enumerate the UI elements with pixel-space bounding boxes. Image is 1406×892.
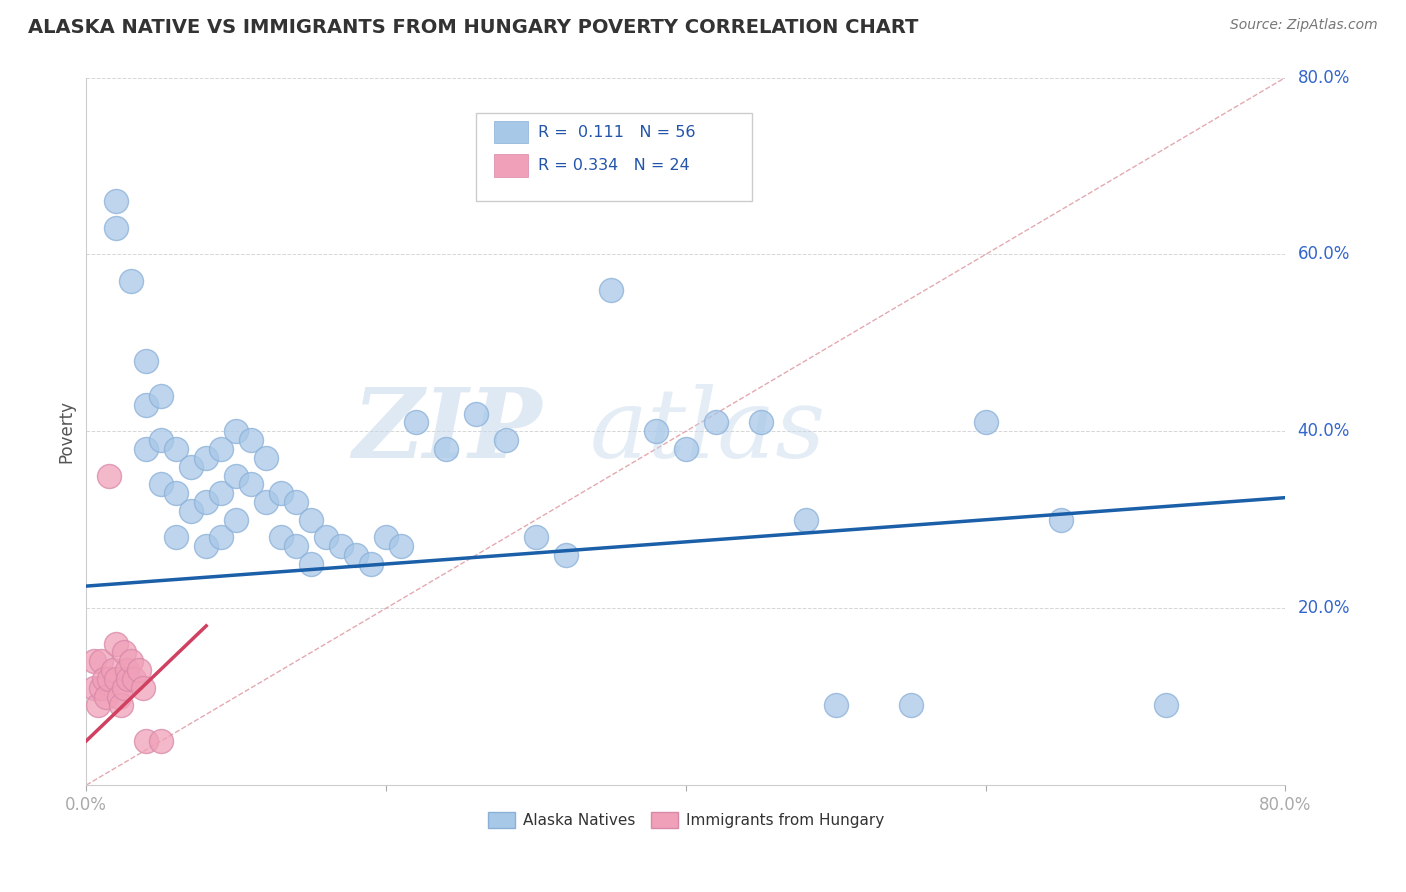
Bar — [494, 120, 527, 144]
Point — [122, 672, 145, 686]
Point — [110, 698, 132, 713]
Point — [299, 513, 322, 527]
Text: 20.0%: 20.0% — [1298, 599, 1350, 617]
Point — [974, 416, 997, 430]
Point — [150, 477, 173, 491]
Text: R =  0.111   N = 56: R = 0.111 N = 56 — [538, 125, 696, 139]
Point — [83, 681, 105, 695]
Point — [330, 539, 353, 553]
Point — [117, 672, 139, 686]
Point — [270, 531, 292, 545]
Point — [97, 468, 120, 483]
Text: Source: ZipAtlas.com: Source: ZipAtlas.com — [1230, 18, 1378, 32]
Point — [465, 407, 488, 421]
Bar — [494, 154, 527, 177]
Point — [375, 531, 398, 545]
Point — [254, 450, 277, 465]
Point — [389, 539, 412, 553]
Point — [150, 389, 173, 403]
Text: ZIP: ZIP — [353, 384, 541, 478]
Point — [128, 663, 150, 677]
Point — [225, 468, 247, 483]
Point — [165, 531, 187, 545]
Point — [90, 681, 112, 695]
Point — [254, 495, 277, 509]
Point — [87, 698, 110, 713]
Point — [285, 495, 308, 509]
Point — [90, 654, 112, 668]
Point — [299, 557, 322, 571]
Point — [195, 495, 218, 509]
Point — [135, 353, 157, 368]
Point — [103, 663, 125, 677]
Point — [132, 681, 155, 695]
Y-axis label: Poverty: Poverty — [58, 400, 75, 463]
Point — [115, 663, 138, 677]
Point — [285, 539, 308, 553]
Point — [135, 442, 157, 456]
Point — [195, 450, 218, 465]
Point — [105, 672, 128, 686]
Point — [675, 442, 697, 456]
Point — [315, 531, 337, 545]
Point — [434, 442, 457, 456]
Point — [120, 274, 142, 288]
Point — [824, 698, 846, 713]
Point — [165, 442, 187, 456]
Text: 60.0%: 60.0% — [1298, 245, 1350, 263]
Point — [209, 531, 232, 545]
Point — [240, 433, 263, 447]
Point — [644, 425, 666, 439]
Point — [225, 425, 247, 439]
Point — [93, 672, 115, 686]
Point — [105, 194, 128, 209]
FancyBboxPatch shape — [477, 113, 752, 202]
Point — [405, 416, 427, 430]
Point — [105, 636, 128, 650]
Point — [150, 734, 173, 748]
Point — [135, 398, 157, 412]
Point — [94, 690, 117, 704]
Point — [794, 513, 817, 527]
Point — [704, 416, 727, 430]
Point — [1049, 513, 1071, 527]
Point — [600, 283, 623, 297]
Point — [225, 513, 247, 527]
Point — [524, 531, 547, 545]
Point — [749, 416, 772, 430]
Point — [120, 654, 142, 668]
Point — [83, 654, 105, 668]
Point — [180, 504, 202, 518]
Point — [108, 690, 131, 704]
Point — [240, 477, 263, 491]
Point — [135, 734, 157, 748]
Text: atlas: atlas — [591, 384, 827, 478]
Point — [495, 433, 517, 447]
Legend: Alaska Natives, Immigrants from Hungary: Alaska Natives, Immigrants from Hungary — [482, 805, 890, 834]
Text: 80.0%: 80.0% — [1298, 69, 1350, 87]
Point — [180, 459, 202, 474]
Point — [344, 548, 367, 562]
Point — [900, 698, 922, 713]
Point — [165, 486, 187, 500]
Point — [112, 681, 135, 695]
Point — [209, 486, 232, 500]
Point — [150, 433, 173, 447]
Point — [112, 645, 135, 659]
Point — [270, 486, 292, 500]
Point — [97, 672, 120, 686]
Text: R = 0.334   N = 24: R = 0.334 N = 24 — [538, 158, 690, 173]
Text: 40.0%: 40.0% — [1298, 422, 1350, 441]
Text: ALASKA NATIVE VS IMMIGRANTS FROM HUNGARY POVERTY CORRELATION CHART: ALASKA NATIVE VS IMMIGRANTS FROM HUNGARY… — [28, 18, 918, 37]
Point — [1154, 698, 1177, 713]
Point — [360, 557, 382, 571]
Point — [195, 539, 218, 553]
Point — [105, 220, 128, 235]
Point — [555, 548, 578, 562]
Point — [209, 442, 232, 456]
